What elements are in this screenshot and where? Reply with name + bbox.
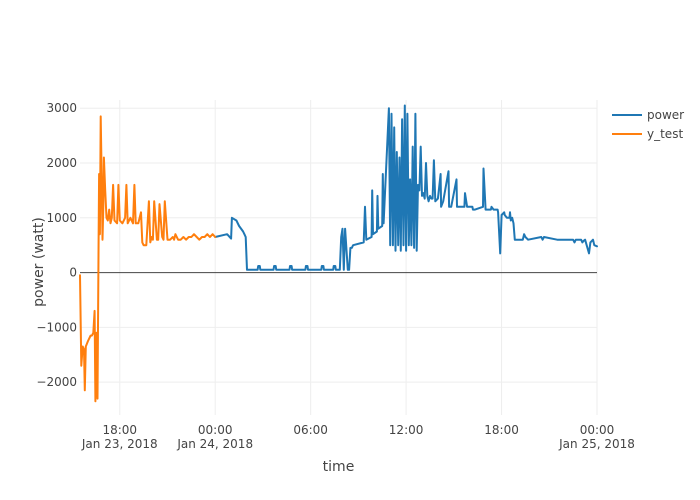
x-tick-label: 18:00 <box>484 423 519 437</box>
y-tick-label: 0 <box>69 266 77 280</box>
x-tick-label: 18:00 <box>102 423 137 437</box>
legend-label-power: power <box>647 108 684 122</box>
y-tick-label: 2000 <box>46 156 77 170</box>
y-tick-label: 3000 <box>46 101 77 115</box>
x-tick-label: 12:00 <box>389 423 424 437</box>
x-axis-title: time <box>323 459 355 475</box>
legend-label-y-test: y_test <box>647 127 683 141</box>
y-axis-ticks: 3000 2000 1000 0 −1000 −2000 <box>36 101 77 389</box>
series-lines <box>79 104 598 403</box>
x-tick-date-label: Jan 23, 2018 <box>81 437 158 451</box>
series-line-power <box>214 104 598 271</box>
x-tick-label: 00:00 <box>198 423 233 437</box>
x-tick-label: 00:00 <box>580 423 615 437</box>
legend-item-y-test[interactable]: y_test <box>612 127 683 141</box>
series-line-y-test <box>79 115 217 403</box>
x-tick-date-label: Jan 25, 2018 <box>558 437 635 451</box>
gridlines <box>80 100 598 415</box>
y-axis-title: power (watt) <box>31 217 47 307</box>
y-tick-label: −1000 <box>36 320 77 334</box>
x-tick-label: 06:00 <box>293 423 328 437</box>
y-tick-label: −2000 <box>36 375 77 389</box>
legend-item-power[interactable]: power <box>612 108 684 122</box>
y-tick-label: 1000 <box>46 211 77 225</box>
legend: power y_test <box>612 108 684 141</box>
x-tick-date-label: Jan 24, 2018 <box>176 437 253 451</box>
